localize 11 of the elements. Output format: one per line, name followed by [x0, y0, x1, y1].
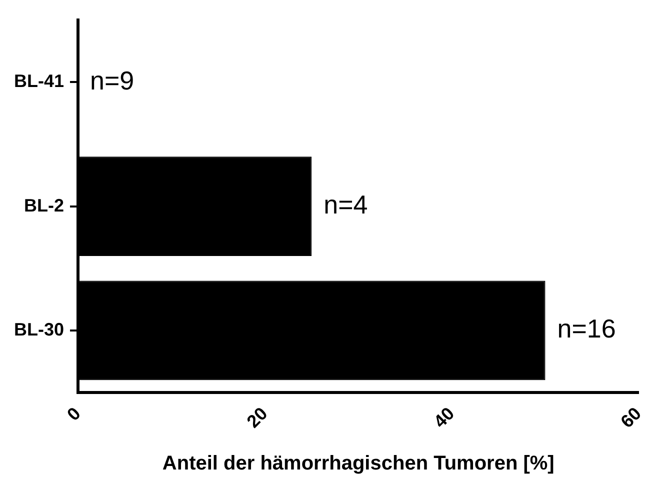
x-tick-label: 20 — [242, 403, 272, 432]
y-tick-label: BL-41 — [14, 71, 64, 92]
x-axis-title: Anteil der hämorrhagischen Tumoren [%] — [162, 452, 554, 475]
x-tick-label: 60 — [616, 403, 646, 432]
annotation: n=16 — [557, 314, 616, 344]
annotation: n=9 — [90, 65, 134, 96]
x-tick-label: 40 — [430, 403, 458, 432]
annotation: n=4 — [324, 189, 368, 220]
y-tick-label: BL-2 — [24, 195, 64, 216]
y-tick-label: BL-30 — [14, 319, 64, 340]
x-tick-label: 0 — [63, 403, 84, 425]
